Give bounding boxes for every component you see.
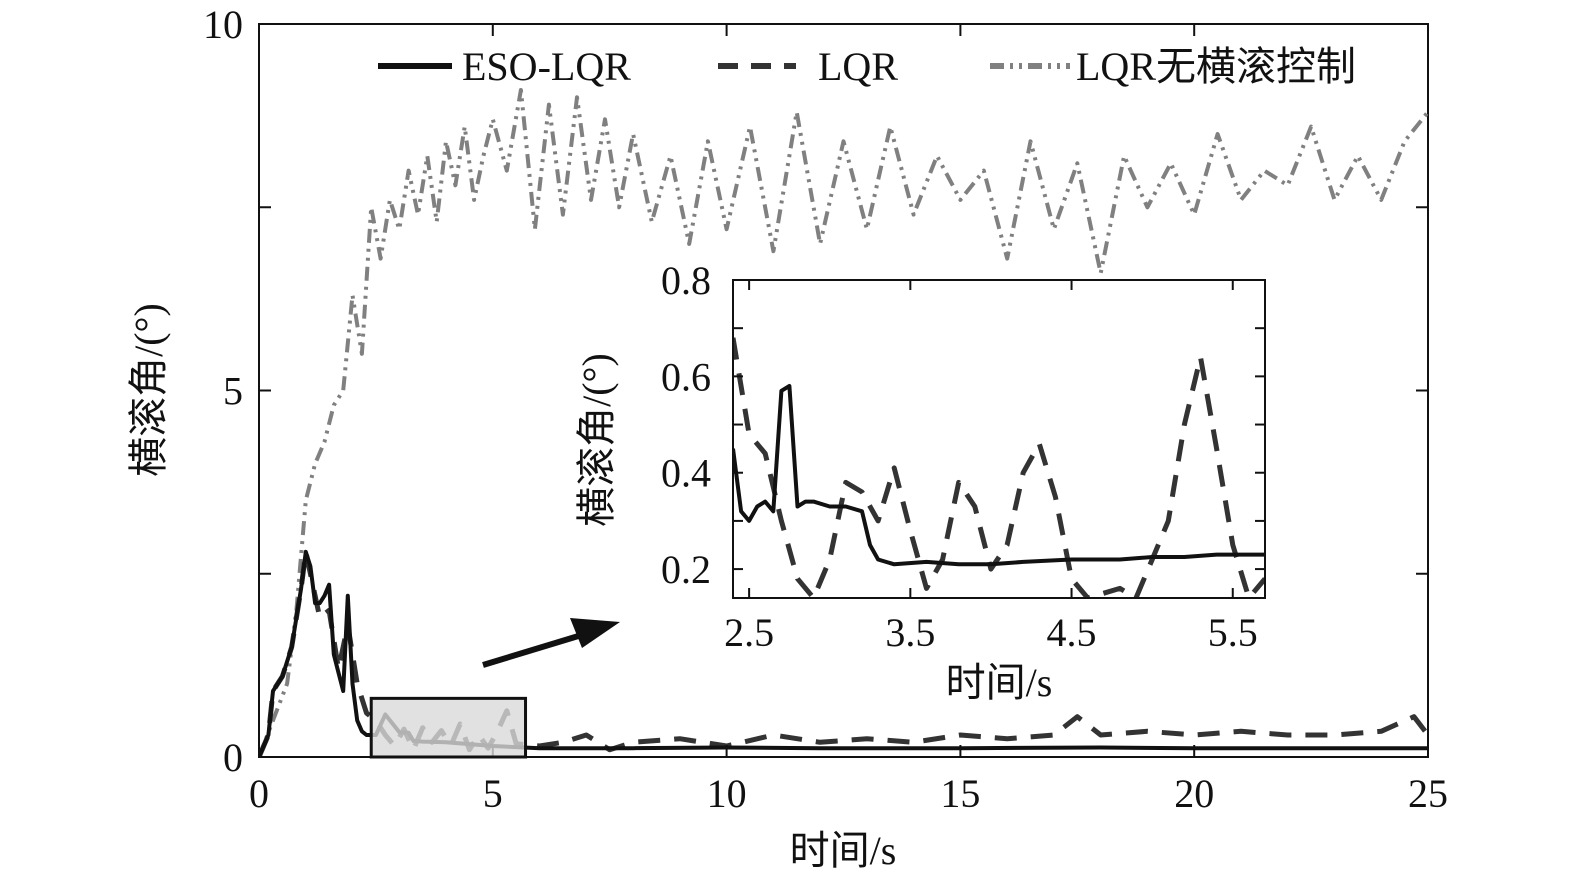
- inset-plot: 2.5 3.5 4.5 5.5 0.2 0.4 0.6 0.8 时间/s 横滚角/(°): [574, 258, 1266, 705]
- inset-y-tick-label: 0.8: [661, 258, 711, 303]
- inset-y-tick-label: 0.4: [661, 451, 711, 496]
- inset-y-axis-label: 横滚角/(°): [574, 353, 619, 527]
- legend: ESO-LQR LQR LQR无横滚控制: [378, 44, 1356, 89]
- main-y-ticks: 0 5 10: [203, 2, 1428, 780]
- inset-x-ticks: 2.5 3.5 4.5 5.5: [724, 280, 1258, 655]
- main-y-tick-label: 10: [203, 2, 243, 47]
- zoom-highlight-box: [369, 696, 528, 759]
- main-x-tick-label: 10: [707, 771, 747, 816]
- zoom-arrow-line: [482, 631, 586, 668]
- zoom-arrow-head: [570, 618, 620, 648]
- main-y-axis-label: 横滚角/(°): [126, 303, 171, 477]
- main-x-tick-label: 20: [1174, 771, 1214, 816]
- inset-x-tick-label: 5.5: [1208, 610, 1258, 655]
- inset-x-axis-label: 时间/s: [946, 660, 1053, 705]
- main-x-tick-label: 15: [940, 771, 980, 816]
- main-x-tick-label: 25: [1408, 771, 1448, 816]
- inset-series-lqr-line: [733, 337, 1265, 598]
- main-x-tick-label: 5: [483, 771, 503, 816]
- inset-y-tick-label: 0.6: [661, 354, 711, 399]
- legend-label-lqr-no-roll: LQR无横滚控制: [1076, 44, 1356, 89]
- zoom-indicator: [369, 618, 620, 759]
- inset-x-tick-label: 3.5: [885, 610, 935, 655]
- inset-x-tick-label: 2.5: [724, 610, 774, 655]
- inset-y-tick-label: 0.2: [661, 547, 711, 592]
- main-y-tick-label: 5: [223, 369, 243, 414]
- main-x-tick-label: 0: [249, 771, 269, 816]
- inset-y-ticks: 0.2 0.4 0.6 0.8: [661, 258, 1265, 592]
- main-x-axis-label: 时间/s: [790, 828, 897, 873]
- inset-plot-frame: [732, 279, 1266, 599]
- main-x-ticks: 0 5 10 15 20 25: [249, 24, 1448, 816]
- inset-series-eso-lqr-line: [733, 384, 1265, 567]
- main-series-lqr-line: [259, 88, 1428, 757]
- legend-label-eso-lqr: ESO-LQR: [462, 44, 631, 89]
- inset-series-layer: [733, 337, 1265, 598]
- inset-background: [733, 280, 1265, 598]
- legend-label-lqr: LQR: [818, 44, 898, 89]
- inset-x-tick-label: 4.5: [1047, 610, 1097, 655]
- main-y-tick-label: 0: [223, 735, 243, 780]
